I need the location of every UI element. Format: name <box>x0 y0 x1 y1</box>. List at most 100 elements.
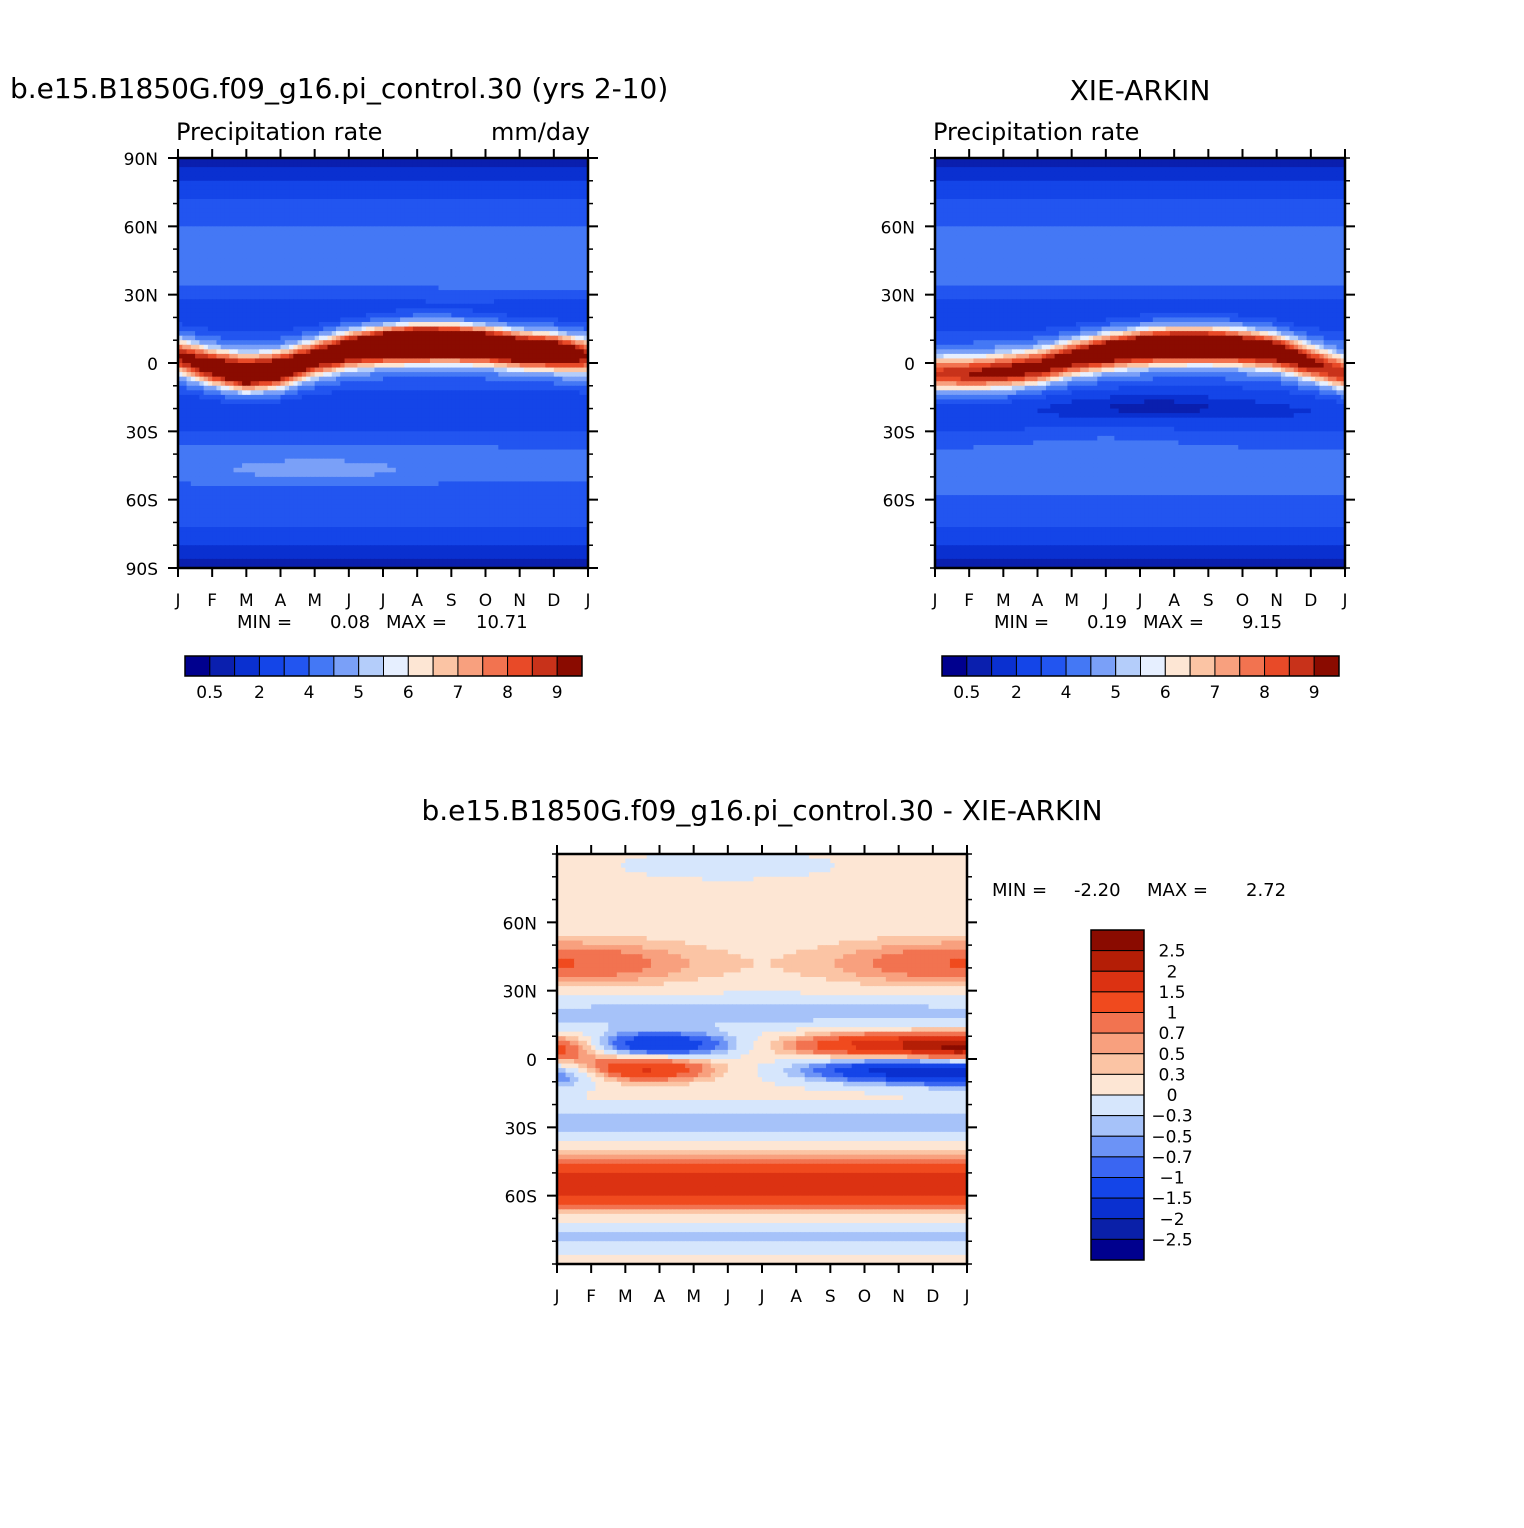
heatmap-cell <box>284 180 290 186</box>
heatmap-cell <box>357 208 363 214</box>
heatmap-cell <box>438 372 444 378</box>
heatmap-cell <box>459 217 465 223</box>
heatmap-cell <box>229 226 235 232</box>
heatmap-cell <box>498 217 504 223</box>
heatmap-cell <box>353 212 358 218</box>
heatmap-cell <box>378 180 384 186</box>
heatmap-cell <box>481 340 487 346</box>
heatmap-cell <box>481 303 487 309</box>
heatmap-cell <box>276 244 282 250</box>
heatmap-cell <box>353 367 358 373</box>
heatmap-cell <box>417 221 423 227</box>
heatmap-cell <box>455 185 461 191</box>
heatmap-cell <box>340 390 346 396</box>
heatmap-cell <box>310 294 316 300</box>
heatmap-cell <box>451 240 457 246</box>
heatmap-cell <box>378 203 384 209</box>
heatmap-cell <box>412 326 418 332</box>
heatmap-cell <box>447 162 452 168</box>
heatmap-cell <box>417 203 423 209</box>
heatmap-cell <box>438 363 444 369</box>
heatmap-cell <box>545 335 551 341</box>
heatmap-cell <box>280 171 286 177</box>
heatmap-cell <box>408 285 414 291</box>
heatmap-cell <box>545 262 551 268</box>
heatmap-cell <box>395 363 401 369</box>
heatmap-cell <box>271 353 277 360</box>
heatmap-cell <box>489 299 495 305</box>
heatmap-cell <box>519 244 525 250</box>
heatmap-cell <box>387 176 393 182</box>
heatmap-cell <box>532 194 538 200</box>
heatmap-cell <box>494 180 499 186</box>
heatmap-cell <box>178 335 183 341</box>
heatmap-cell <box>494 208 499 214</box>
heatmap-cell <box>374 335 380 341</box>
heatmap-cell <box>429 226 435 232</box>
heatmap-cell <box>519 258 525 264</box>
heatmap-cell <box>178 363 183 369</box>
heatmap-cell <box>186 258 192 264</box>
heatmap-cell <box>429 203 435 209</box>
heatmap-cell <box>476 244 482 250</box>
heatmap-cell <box>429 317 435 323</box>
heatmap-cell <box>246 335 252 341</box>
heatmap-cell <box>400 221 405 227</box>
heatmap-cell <box>220 299 226 305</box>
heatmap-cell <box>353 253 358 259</box>
heatmap-cell <box>429 240 435 246</box>
heatmap-cell <box>370 267 376 273</box>
heatmap-cell <box>306 171 311 177</box>
heatmap-cell <box>357 281 363 287</box>
heatmap-cell <box>246 212 252 218</box>
heatmap-cell <box>459 299 465 305</box>
heatmap-cell <box>212 385 218 391</box>
heatmap-cell <box>229 217 235 223</box>
heatmap-cell <box>536 221 542 227</box>
heatmap-cell <box>323 322 329 328</box>
heatmap-cell <box>387 203 393 209</box>
heatmap-cell <box>562 367 568 373</box>
heatmap-cell <box>190 285 196 291</box>
heatmap-cell <box>280 308 286 314</box>
heatmap-cell <box>464 281 470 287</box>
heatmap-cell <box>182 221 188 227</box>
heatmap-cell <box>387 390 393 396</box>
heatmap-cell <box>327 312 333 319</box>
heatmap-cell <box>502 212 508 218</box>
heatmap-cell <box>438 308 444 314</box>
heatmap-cell <box>284 199 290 205</box>
heatmap-cell <box>412 203 418 209</box>
heatmap-cell <box>374 167 380 173</box>
heatmap-cell <box>583 249 589 255</box>
heatmap-cell <box>336 226 341 232</box>
heatmap-cell <box>438 271 444 278</box>
heatmap-cell <box>558 262 563 268</box>
heatmap-cell <box>314 176 320 182</box>
heatmap-cell <box>216 185 222 191</box>
heatmap-cell <box>250 253 256 259</box>
heatmap-cell <box>583 390 589 396</box>
heatmap-cell <box>519 299 525 305</box>
heatmap-cell <box>365 349 371 355</box>
heatmap-cell <box>289 176 294 182</box>
heatmap-cell <box>442 276 448 282</box>
heatmap-cell <box>429 294 435 300</box>
heatmap-cell <box>481 258 487 264</box>
heatmap-cell <box>455 167 461 173</box>
heatmap-cell <box>314 185 320 191</box>
heatmap-cell <box>267 212 273 218</box>
heatmap-cell <box>207 367 213 373</box>
heatmap-cell <box>459 340 465 346</box>
heatmap-cell <box>579 258 585 264</box>
heatmap-cell <box>182 240 188 246</box>
heatmap-cell <box>400 240 405 246</box>
heatmap-cell <box>254 276 260 282</box>
heatmap-cell <box>438 344 444 350</box>
heatmap-cell <box>451 226 457 232</box>
heatmap-cell <box>575 217 581 223</box>
heatmap-cell <box>365 258 371 264</box>
heatmap-cell <box>408 244 414 250</box>
heatmap-cell <box>216 171 222 177</box>
heatmap-cell <box>579 322 585 328</box>
